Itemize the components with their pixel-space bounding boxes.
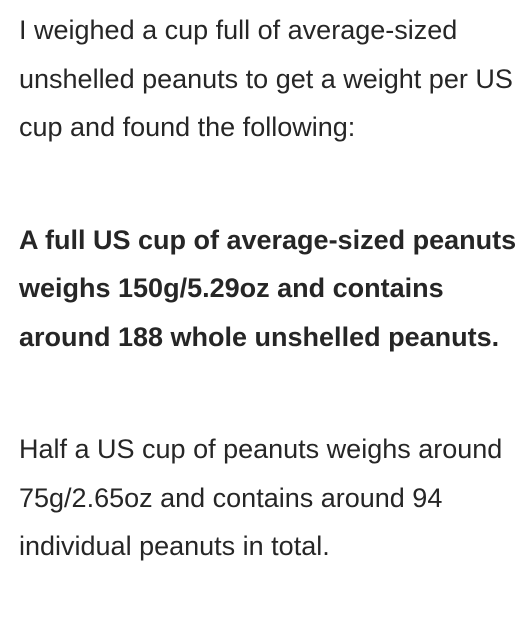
half-cup-paragraph: Half a US cup of peanuts weighs around 7…	[19, 434, 503, 561]
key-finding-paragraph: A full US cup of average-sized peanuts w…	[19, 224, 517, 352]
intro-paragraph: I weighed a cup full of average-sized un…	[19, 15, 513, 142]
article-body: I weighed a cup full of average-sized un…	[19, 6, 524, 571]
